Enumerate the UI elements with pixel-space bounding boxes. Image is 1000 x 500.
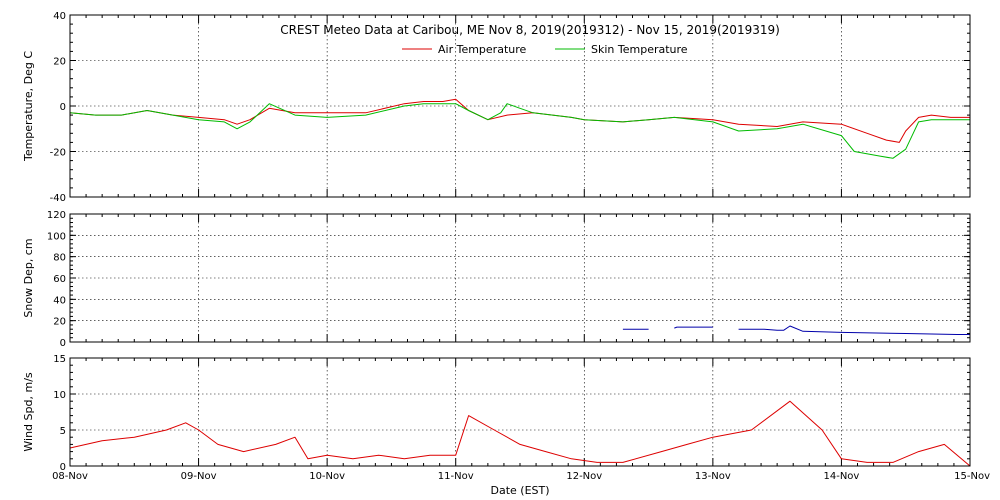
x-tick-label: 08-Nov [52,471,88,482]
y-tick-label: 60 [53,274,66,285]
y-axis-title-snow-depth: Snow Dep, cm [22,238,35,317]
x-tick-label: 11-Nov [438,471,474,482]
x-axis-title: Date (EST) [490,484,549,497]
y-tick-label: 20 [53,57,66,68]
panel-frame [69,14,971,198]
y-tick-label: 10 [53,390,66,401]
y-tick-label: 40 [53,295,66,306]
panel-snow-depth: 120 100 80 60 40 20 0 Snow Dep, cm [22,210,971,349]
x-tick-label: 12-Nov [566,471,602,482]
legend-label-skin-temperature: Skin Temperature [591,43,688,56]
series-line-temperature-1 [69,103,970,159]
y-tick-label: 80 [53,253,66,264]
x-tick-label: 15-Nov [954,471,990,482]
panel-frame [69,213,971,343]
series-line-wind-speed-0 [69,400,971,467]
chart-title: CREST Meteo Data at Caribou, ME Nov 8, 2… [280,23,780,37]
y-tick-label: -20 [50,148,66,159]
y-tick-label: 40 [53,11,66,22]
x-tick-label: 14-Nov [823,471,859,482]
y-axis-title-temperature: Temperature, Deg C [22,51,35,162]
x-tick-label: 10-Nov [309,471,345,482]
series-line-snow-depth-0 [622,325,970,335]
y-tick-label: 120 [47,210,66,221]
series-line-temperature-0 [69,98,970,143]
y-tick-label: 20 [53,317,66,328]
panel-temperature: 40 20 0 -20 -40 Temperature, Deg C [22,11,971,204]
x-tick-label: 09-Nov [181,471,217,482]
y-tick-label: 15 [53,354,66,365]
y-tick-label: 0 [60,462,66,473]
x-tick-label: 13-Nov [695,471,731,482]
y-axis-title-wind-speed: Wind Spd, m/s [22,372,35,452]
legend: Air Temperature Skin Temperature [402,43,688,56]
panel-frame [69,357,971,467]
y-tick-label: 100 [47,231,66,242]
panel-wind-speed: 15 10 5 0 Wind Spd, m/s [22,354,971,473]
legend-label-air-temperature: Air Temperature [438,43,527,56]
y-tick-label: 0 [60,102,66,113]
y-tick-label: 0 [60,338,66,349]
y-tick-label: -40 [50,193,66,204]
y-tick-label: 5 [60,426,66,437]
